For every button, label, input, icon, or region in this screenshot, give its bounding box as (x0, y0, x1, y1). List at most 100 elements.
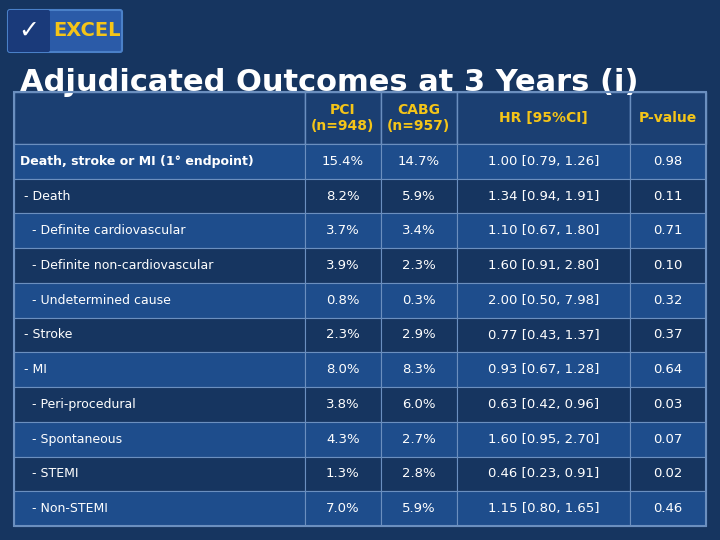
Bar (381, 213, 457, 248)
Text: 2.00 [0.50, 7.98]: 2.00 [0.50, 7.98] (487, 294, 599, 307)
Bar (14, 422, 305, 456)
Text: 14.7%: 14.7% (397, 155, 440, 168)
Text: 0.03: 0.03 (653, 398, 683, 411)
Bar (457, 213, 630, 248)
Bar (305, 422, 381, 456)
Bar (305, 283, 381, 318)
Bar (14, 179, 305, 213)
Bar (14, 491, 305, 526)
Bar (14, 387, 305, 422)
Bar (457, 92, 630, 144)
Text: 0.77 [0.43, 1.37]: 0.77 [0.43, 1.37] (487, 328, 599, 341)
Bar (457, 144, 630, 179)
FancyBboxPatch shape (8, 10, 122, 52)
Text: 1.00 [0.79, 1.26]: 1.00 [0.79, 1.26] (487, 155, 599, 168)
Text: ✓: ✓ (19, 19, 40, 43)
Bar (457, 179, 630, 213)
Text: 6.0%: 6.0% (402, 398, 436, 411)
Text: 3.8%: 3.8% (326, 398, 359, 411)
Bar (14, 213, 305, 248)
Text: 0.02: 0.02 (653, 468, 683, 481)
Text: 3.9%: 3.9% (326, 259, 359, 272)
Text: HR [95%CI]: HR [95%CI] (499, 111, 588, 125)
Text: 4.3%: 4.3% (326, 433, 359, 446)
Text: - Death: - Death (20, 190, 71, 202)
Text: 0.93 [0.67, 1.28]: 0.93 [0.67, 1.28] (487, 363, 599, 376)
Bar (381, 283, 457, 318)
Text: PCI
(n=948): PCI (n=948) (311, 103, 374, 133)
Text: P-value: P-value (639, 111, 697, 125)
Bar (457, 387, 630, 422)
Text: 5.9%: 5.9% (402, 502, 436, 515)
Text: 1.60 [0.91, 2.80]: 1.60 [0.91, 2.80] (487, 259, 599, 272)
Text: - Definite non-cardiovascular: - Definite non-cardiovascular (20, 259, 213, 272)
Text: 0.71: 0.71 (653, 224, 683, 237)
Bar (14, 144, 305, 179)
Text: 1.15 [0.80, 1.65]: 1.15 [0.80, 1.65] (487, 502, 599, 515)
Bar (630, 179, 706, 213)
Text: 0.63 [0.42, 0.96]: 0.63 [0.42, 0.96] (488, 398, 599, 411)
Bar (14, 92, 305, 144)
Bar (381, 387, 457, 422)
Bar (457, 248, 630, 283)
Text: - Undetermined cause: - Undetermined cause (20, 294, 171, 307)
Text: 3.7%: 3.7% (326, 224, 359, 237)
Bar (457, 456, 630, 491)
Text: - MI: - MI (20, 363, 47, 376)
Bar (14, 456, 305, 491)
Bar (381, 92, 457, 144)
Text: EXCEL: EXCEL (53, 22, 120, 40)
Text: - Definite cardiovascular: - Definite cardiovascular (20, 224, 186, 237)
Text: 0.11: 0.11 (653, 190, 683, 202)
Text: CABG
(n=957): CABG (n=957) (387, 103, 451, 133)
Text: 0.32: 0.32 (653, 294, 683, 307)
Text: 2.9%: 2.9% (402, 328, 436, 341)
Bar (381, 422, 457, 456)
Text: 5.9%: 5.9% (402, 190, 436, 202)
Text: 8.0%: 8.0% (326, 363, 359, 376)
Bar (14, 283, 305, 318)
Bar (630, 144, 706, 179)
Bar (457, 422, 630, 456)
Bar (305, 353, 381, 387)
Bar (14, 248, 305, 283)
Text: 0.37: 0.37 (653, 328, 683, 341)
Bar (630, 491, 706, 526)
Bar (305, 318, 381, 353)
Bar (630, 387, 706, 422)
Bar (305, 248, 381, 283)
Bar (630, 353, 706, 387)
Bar (381, 353, 457, 387)
Text: 2.3%: 2.3% (402, 259, 436, 272)
Text: 1.10 [0.67, 1.80]: 1.10 [0.67, 1.80] (487, 224, 599, 237)
Text: 2.3%: 2.3% (326, 328, 359, 341)
Bar (457, 283, 630, 318)
Text: 8.2%: 8.2% (326, 190, 359, 202)
Bar (457, 491, 630, 526)
Text: - STEMI: - STEMI (20, 468, 78, 481)
Bar (305, 92, 381, 144)
Bar (457, 353, 630, 387)
Bar (14, 353, 305, 387)
Text: - Non-STEMI: - Non-STEMI (20, 502, 108, 515)
Bar (381, 144, 457, 179)
Text: 3.4%: 3.4% (402, 224, 436, 237)
Bar (630, 318, 706, 353)
Bar (14, 92, 706, 526)
Text: 1.3%: 1.3% (326, 468, 359, 481)
Text: - Spontaneous: - Spontaneous (20, 433, 122, 446)
Bar (381, 318, 457, 353)
Text: 0.46: 0.46 (653, 502, 683, 515)
Text: Death, stroke or MI (1° endpoint): Death, stroke or MI (1° endpoint) (20, 155, 253, 168)
Bar (305, 456, 381, 491)
Text: 2.8%: 2.8% (402, 468, 436, 481)
Text: 0.10: 0.10 (653, 259, 683, 272)
Text: 2.7%: 2.7% (402, 433, 436, 446)
Bar (630, 283, 706, 318)
Bar (381, 491, 457, 526)
Text: 8.3%: 8.3% (402, 363, 436, 376)
Bar (381, 456, 457, 491)
Text: 1.34 [0.94, 1.91]: 1.34 [0.94, 1.91] (487, 190, 599, 202)
Bar (630, 248, 706, 283)
Bar (457, 318, 630, 353)
